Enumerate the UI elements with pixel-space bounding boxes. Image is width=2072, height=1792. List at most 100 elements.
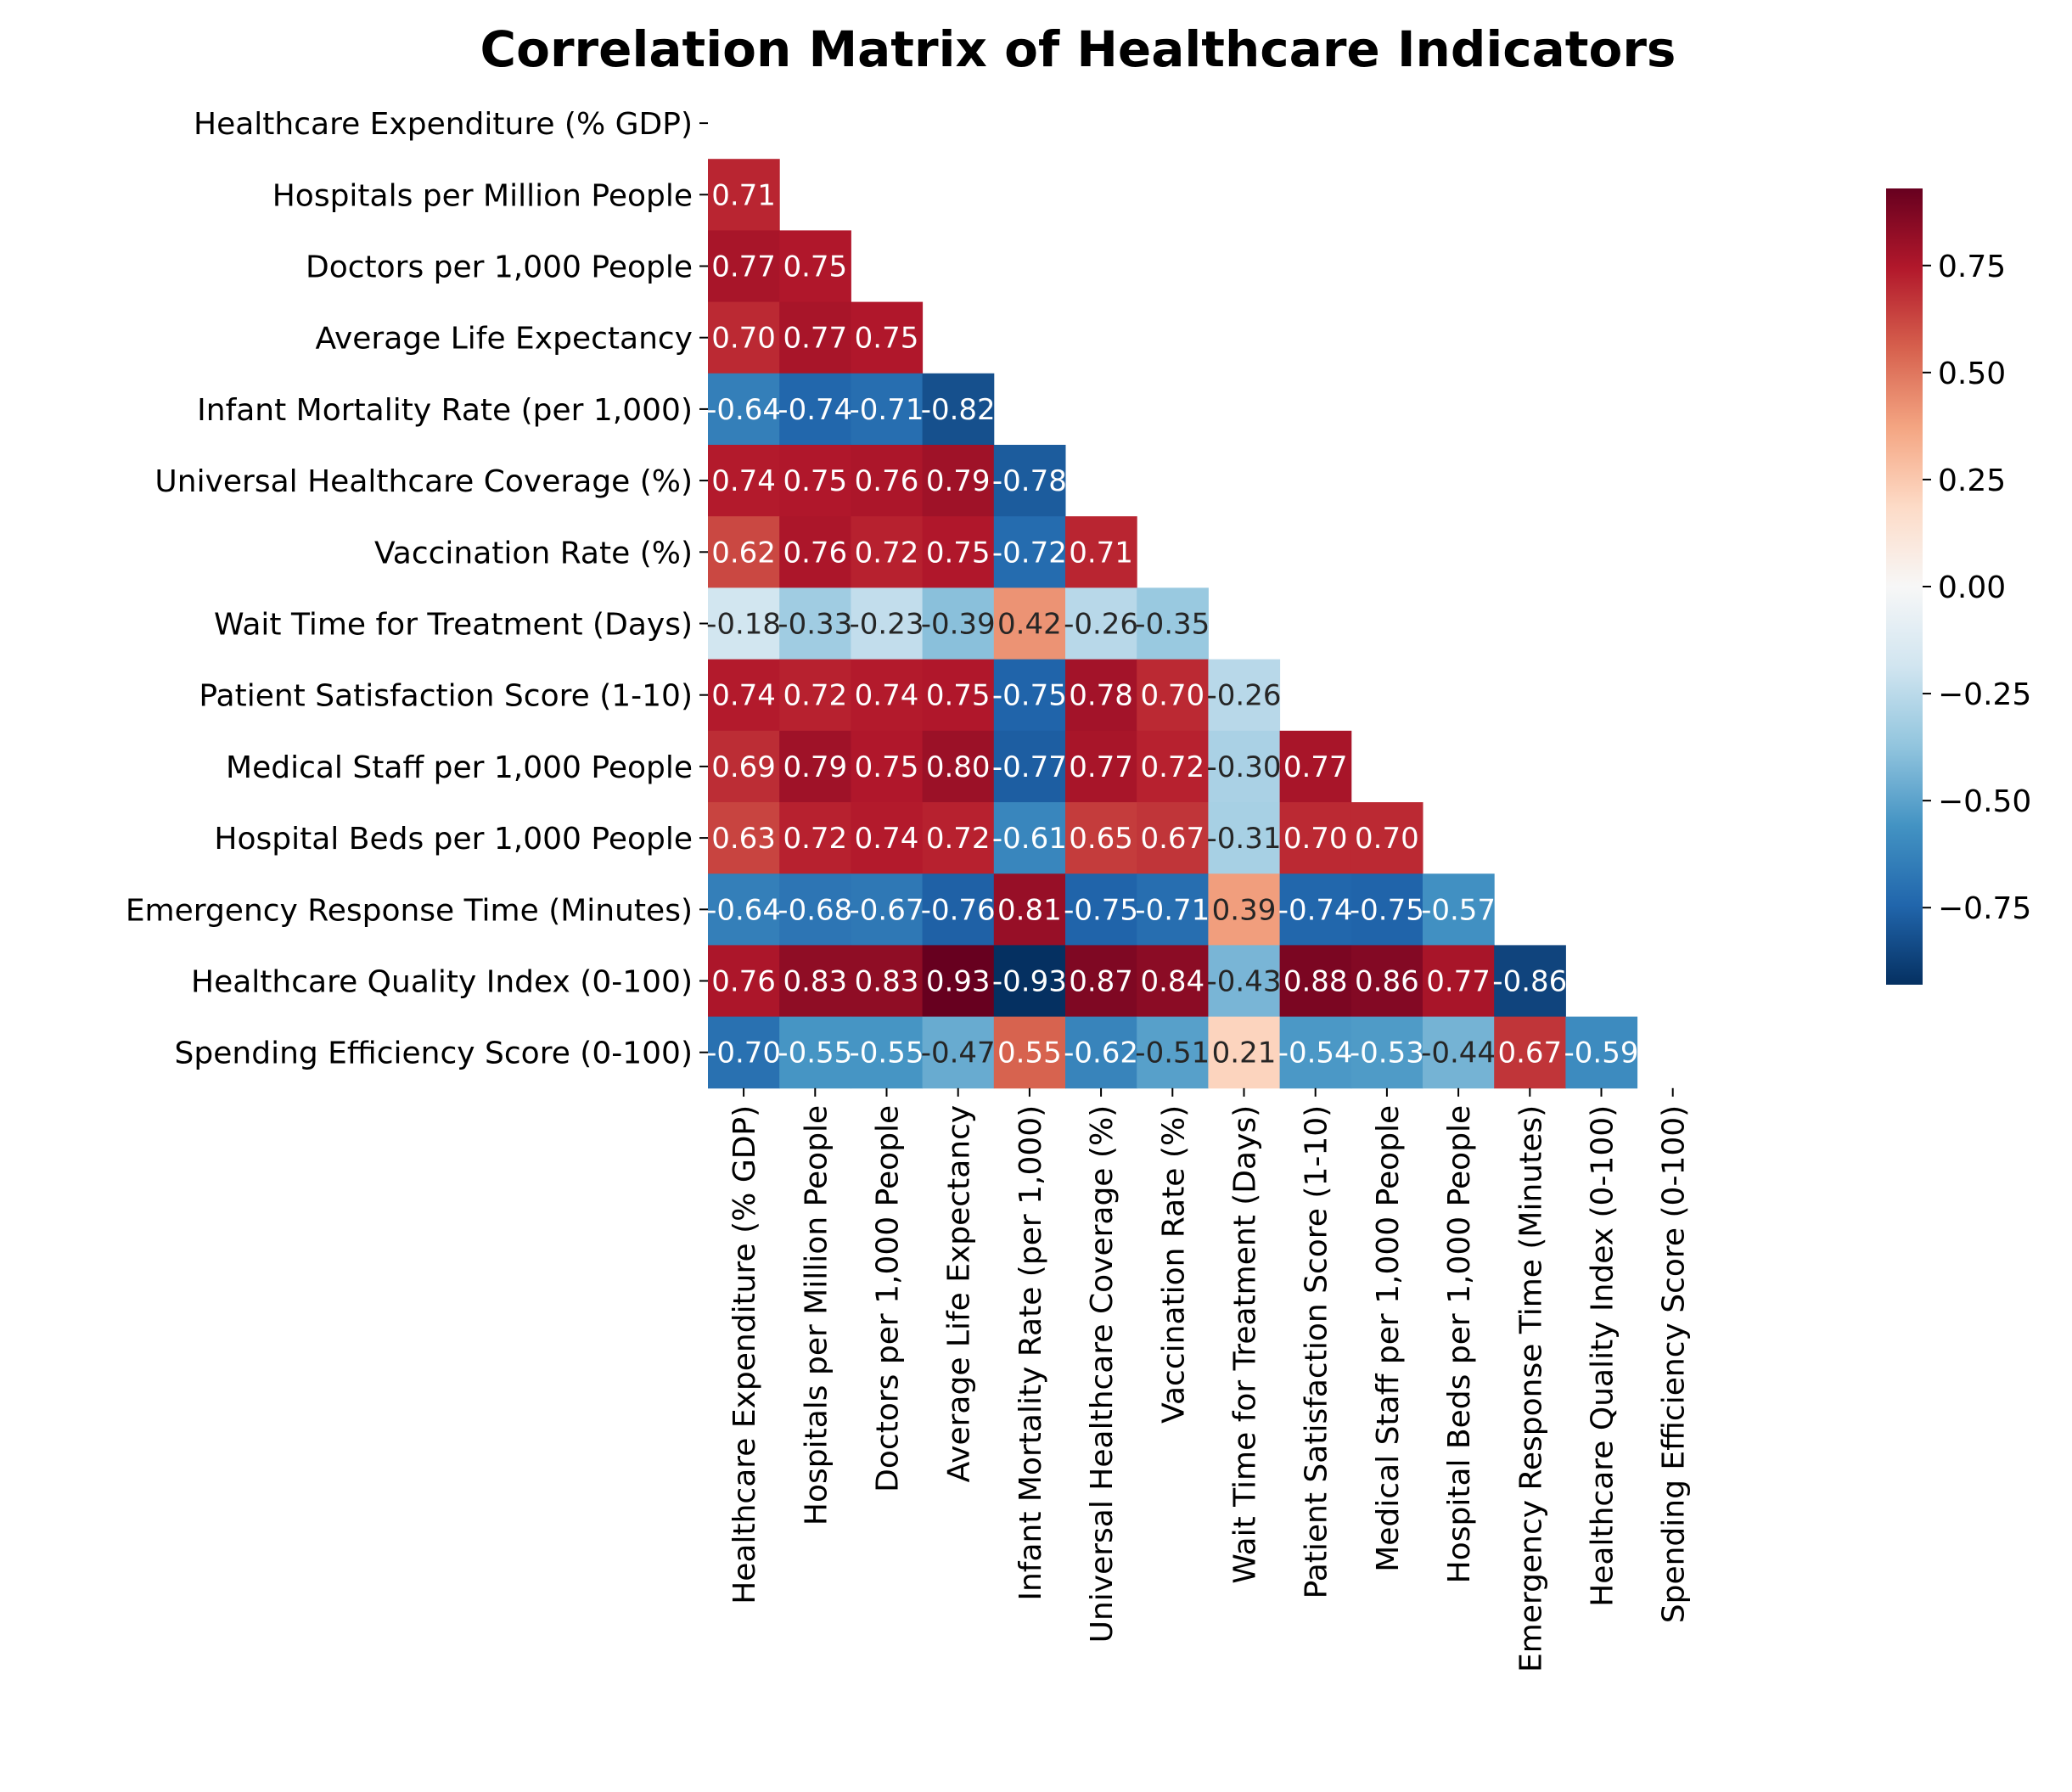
- cell-value-label-r6-c5: 0.71: [1069, 536, 1133, 570]
- heatmap-cell-r12-c4: [993, 945, 1066, 1018]
- cell-value-label-r10-c7: -0.31: [1207, 822, 1282, 856]
- heatmap-cell-r7-c1: [779, 587, 851, 660]
- cell-value-label-r13-c3: -0.47: [921, 1036, 996, 1070]
- cell-value-label-r12-c5: 0.87: [1069, 965, 1133, 999]
- cell-value-label-r11-c7: 0.39: [1212, 893, 1277, 927]
- heatmap-cell-r13-c10: [1423, 1016, 1495, 1089]
- cell-value-label-r9-c8: 0.77: [1283, 750, 1348, 784]
- cell-value-label-r8-c2: 0.74: [855, 679, 919, 713]
- x-tick-label-patient-satisfaction-score-1-10: Patient Satisfaction Score (1-10): [1300, 1105, 1334, 1599]
- cell-value-label-r11-c10: -0.57: [1421, 893, 1496, 927]
- cell-value-label-r13-c1: -0.55: [778, 1036, 852, 1070]
- cell-value-label-r9-c2: 0.75: [855, 750, 919, 784]
- heatmap-cell-r13-c11: [1494, 1016, 1566, 1089]
- heatmap-cell-r10-c4: [993, 802, 1066, 874]
- cell-value-label-r9-c4: -0.77: [992, 750, 1067, 784]
- cell-value-label-r6-c3: 0.75: [926, 536, 991, 570]
- colorbar-tick-label: −0.25: [1938, 677, 2031, 712]
- cell-value-label-r8-c6: 0.70: [1140, 679, 1204, 713]
- heatmap-cell-r5-c1: [779, 445, 851, 517]
- heatmap-cell-r6-c5: [1065, 516, 1137, 588]
- heatmap-cell-r9-c4: [993, 730, 1066, 803]
- colorbar-gradient: [1886, 188, 1923, 985]
- y-tick-label-hospitals-per-million-people: Hospitals per Million People: [272, 178, 693, 213]
- heatmap-cell-r3-c1: [779, 301, 851, 374]
- cell-value-label-r8-c0: 0.74: [711, 679, 776, 713]
- heatmap-cell-r11-c3: [922, 874, 995, 946]
- x-tick-label-hospital-beds-per-1-000-people: Hospital Beds per 1,000 People: [1442, 1105, 1477, 1584]
- cell-value-label-r7-c4: 0.42: [997, 608, 1062, 642]
- heatmap-cell-r13-c9: [1350, 1016, 1423, 1089]
- cell-value-label-r13-c7: 0.21: [1212, 1036, 1277, 1070]
- cell-value-label-r10-c4: -0.61: [992, 822, 1067, 856]
- heatmap-cell-r10-c2: [851, 802, 924, 874]
- cell-value-label-r6-c1: 0.76: [783, 536, 847, 570]
- heatmap-cell-r8-c4: [993, 659, 1066, 732]
- cell-value-label-r11-c2: -0.67: [850, 893, 924, 927]
- heatmap-cell-r12-c11: [1494, 945, 1566, 1018]
- y-tick-label-vaccination-rate: Vaccination Rate (%): [374, 536, 693, 570]
- heatmap-cell-r11-c7: [1208, 874, 1281, 946]
- cell-value-label-r13-c2: -0.55: [850, 1036, 924, 1070]
- cell-value-label-r10-c0: 0.63: [711, 822, 776, 856]
- heatmap-cell-r13-c4: [993, 1016, 1066, 1089]
- cell-value-label-r11-c6: -0.71: [1135, 893, 1210, 927]
- heatmap-cell-r9-c5: [1065, 730, 1137, 803]
- y-tick-label-infant-mortality-rate-per-1-000: Infant Mortality Rate (per 1,000): [197, 393, 693, 428]
- y-tick-label-healthcare-expenditure-gdp: Healthcare Expenditure (% GDP): [194, 107, 693, 142]
- cell-value-label-r9-c6: 0.72: [1140, 750, 1204, 784]
- cell-value-label-r13-c9: -0.53: [1350, 1036, 1424, 1070]
- colorbar-tick-label: −0.50: [1938, 784, 2031, 819]
- cell-value-label-r10-c5: 0.65: [1069, 822, 1133, 856]
- y-tick-label-spending-efficiency-score-0-100: Spending Efficiency Score (0-100): [175, 1036, 693, 1071]
- heatmap-cell-r10-c0: [708, 802, 780, 874]
- y-tick-label-hospital-beds-per-1-000-people: Hospital Beds per 1,000 People: [214, 822, 693, 857]
- heatmap-cell-r8-c2: [851, 659, 924, 732]
- heatmap-cell-r11-c5: [1065, 874, 1137, 946]
- heatmap-cell-r2-c1: [779, 230, 851, 303]
- heatmap-cell-r10-c1: [779, 802, 851, 874]
- cell-value-label-r10-c6: 0.67: [1140, 822, 1204, 856]
- heatmap-cell-r11-c8: [1279, 874, 1352, 946]
- heatmap-cell-r9-c1: [779, 730, 851, 803]
- cell-value-label-r13-c6: -0.51: [1135, 1036, 1210, 1070]
- colorbar-tick-label: 0.75: [1938, 250, 2006, 284]
- x-tick-label-doctors-per-1-000-people: Doctors per 1,000 People: [871, 1105, 906, 1492]
- cell-value-label-r12-c1: 0.83: [783, 965, 847, 999]
- cell-value-label-r8-c3: 0.75: [926, 679, 991, 713]
- cell-value-label-r4-c1: -0.74: [778, 393, 852, 427]
- colorbar-tick-label: −0.75: [1938, 891, 2031, 926]
- x-tick-label-vaccination-rate: Vaccination Rate (%): [1156, 1105, 1191, 1424]
- y-tick-label-healthcare-quality-index-0-100: Healthcare Quality Index (0-100): [191, 965, 693, 1000]
- cell-value-label-r13-c8: -0.54: [1278, 1036, 1353, 1070]
- cell-value-label-r10-c1: 0.72: [783, 822, 847, 856]
- heatmap-cell-r12-c6: [1137, 945, 1209, 1018]
- heatmap-cell-r13-c5: [1065, 1016, 1137, 1089]
- cell-value-label-r11-c8: -0.74: [1278, 893, 1353, 927]
- heatmap-cell-r12-c1: [779, 945, 851, 1018]
- heatmap-cell-r7-c4: [993, 587, 1066, 660]
- heatmap-cell-r8-c7: [1208, 659, 1281, 732]
- heatmap-cell-r10-c6: [1137, 802, 1209, 874]
- heatmap-cell-r9-c0: [708, 730, 780, 803]
- heatmap-cell-r8-c3: [922, 659, 995, 732]
- cell-value-label-r10-c8: 0.70: [1283, 822, 1348, 856]
- cell-value-label-r2-c1: 0.75: [783, 250, 847, 284]
- cell-value-label-r12-c9: 0.86: [1355, 965, 1419, 999]
- heatmap-cell-r9-c2: [851, 730, 924, 803]
- y-tick-label-patient-satisfaction-score-1-10: Patient Satisfaction Score (1-10): [199, 679, 693, 714]
- cell-value-label-r10-c3: 0.72: [926, 822, 991, 856]
- x-tick-label-emergency-response-time-minutes: Emergency Response Time (Minutes): [1513, 1105, 1548, 1672]
- chart-title: Correlation Matrix of Healthcare Indicat…: [480, 20, 1676, 78]
- cell-value-label-r12-c10: 0.77: [1426, 965, 1491, 999]
- cell-value-label-r8-c5: 0.78: [1069, 679, 1133, 713]
- cell-value-label-r1-c0: 0.71: [711, 178, 776, 212]
- x-tick-label-average-life-expectancy: Average Life Expectancy: [942, 1105, 977, 1483]
- cell-value-label-r11-c5: -0.75: [1064, 893, 1138, 927]
- cell-value-label-r12-c11: -0.86: [1492, 965, 1567, 999]
- cell-value-label-r6-c2: 0.72: [855, 536, 919, 570]
- x-tick-label-medical-staff-per-1-000-people: Medical Staff per 1,000 People: [1371, 1105, 1406, 1572]
- cell-value-label-r7-c3: -0.39: [921, 608, 996, 642]
- heatmap-cell-r2-c0: [708, 230, 780, 303]
